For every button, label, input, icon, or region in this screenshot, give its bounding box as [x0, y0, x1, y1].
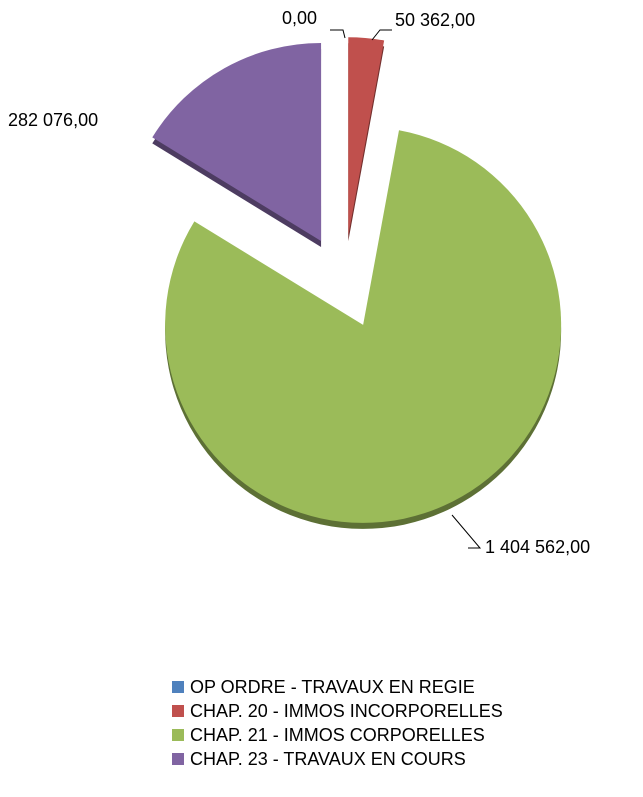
- value-label: 282 076,00: [8, 110, 98, 130]
- legend-swatch: [172, 705, 184, 717]
- slice: [165, 130, 562, 523]
- leader-line: [330, 29, 346, 39]
- leader-line: [371, 29, 392, 41]
- slice: [348, 37, 385, 236]
- legend-swatch: [172, 681, 184, 693]
- legend: OP ORDRE - TRAVAUX EN REGIE CHAP. 20 - IM…: [172, 677, 503, 769]
- legend-swatch: [172, 729, 184, 741]
- legend-label: OP ORDRE - TRAVAUX EN REGIE: [190, 677, 475, 697]
- leader-line: [451, 514, 482, 549]
- legend-label: CHAP. 21 - IMMOS CORPORELLES: [190, 725, 485, 745]
- slice: [152, 42, 322, 241]
- pie: [152, 37, 562, 523]
- value-label: 0,00: [282, 8, 317, 28]
- legend-label: CHAP. 20 - IMMOS INCORPORELLES: [190, 701, 503, 721]
- legend-swatch: [172, 753, 184, 765]
- legend-label: CHAP. 23 - TRAVAUX EN COURS: [190, 749, 466, 769]
- value-label: 1 404 562,00: [485, 537, 590, 557]
- value-label: 50 362,00: [395, 10, 475, 30]
